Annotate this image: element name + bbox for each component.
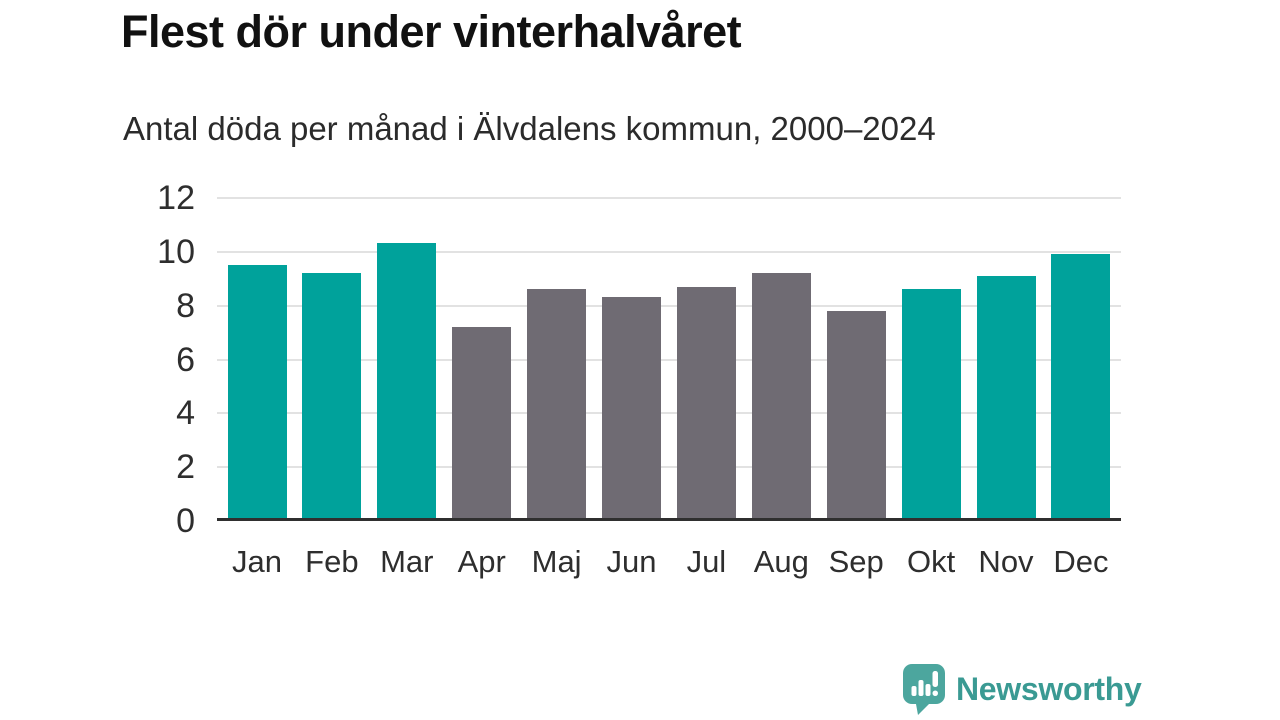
exclamation-dot	[932, 690, 938, 696]
y-axis-tick-label-8: 8	[176, 286, 195, 325]
bar-jan	[227, 264, 287, 518]
exclamation-stem	[932, 670, 938, 687]
chart-subtitle: Antal döda per månad i Älvdalens kommun,…	[123, 110, 936, 147]
newsworthy-logo: Newsworthy	[903, 662, 1142, 716]
x-axis-label-jan: Jan	[232, 544, 282, 579]
bar-sep	[826, 310, 886, 518]
y-axis-tick-label-12: 12	[157, 179, 195, 217]
plot-area	[217, 197, 1121, 521]
x-axis-label-maj: Maj	[531, 544, 582, 579]
y-axis-tick-label-0: 0	[176, 502, 195, 540]
bar-feb	[302, 273, 362, 518]
mini-bar-2	[918, 679, 924, 696]
speech-bubble-shape	[903, 663, 945, 715]
bar-nov	[976, 275, 1036, 518]
bar-jul	[676, 286, 736, 518]
bar-maj	[527, 289, 587, 518]
newsworthy-wordmark: Newsworthy	[956, 670, 1142, 707]
gridline-2	[217, 466, 1121, 469]
y-axis: 0 2 4 6 8 10 12	[100, 181, 195, 538]
y-axis-tick-label-10: 10	[157, 232, 195, 271]
chart-title: Flest dör under vinterhalvåret	[121, 6, 742, 57]
x-axis-label-jun: Jun	[606, 544, 657, 579]
mini-bar-3	[925, 683, 931, 696]
bar-okt	[901, 289, 961, 518]
gridline-12	[217, 197, 1121, 199]
x-axis-label-apr: Apr	[457, 544, 506, 579]
newsworthy-logo-icon	[903, 663, 945, 715]
y-axis-tick-label-6: 6	[176, 340, 195, 379]
y-axis-tick-label-4: 4	[176, 394, 195, 433]
gridline-4	[217, 412, 1121, 415]
x-axis-label-mar: Mar	[380, 544, 434, 579]
x-axis-label-dec: Dec	[1053, 544, 1109, 579]
x-axis-label-nov: Nov	[978, 544, 1034, 579]
gridline-6	[217, 358, 1121, 361]
bar-jun	[602, 297, 661, 518]
y-axis-tick-label-2: 2	[176, 448, 195, 487]
gridline-10	[217, 250, 1121, 253]
x-axis-label-jul: Jul	[686, 544, 727, 579]
bar-dec	[1051, 254, 1111, 518]
bar-aug	[751, 273, 811, 518]
mini-bar-1	[911, 685, 917, 696]
bar-apr	[452, 326, 512, 518]
x-axis-label-feb: Feb	[305, 544, 359, 579]
x-axis-label-okt: Okt	[906, 544, 956, 579]
gridline-8	[217, 304, 1121, 307]
x-axis: Jan Feb Mar Apr Maj Jun Jul Aug Sep Okt Nov Dec	[217, 540, 1121, 580]
bar-mar	[377, 243, 437, 518]
x-axis-label-aug: Aug	[753, 544, 809, 579]
x-axis-label-sep: Sep	[828, 544, 884, 579]
